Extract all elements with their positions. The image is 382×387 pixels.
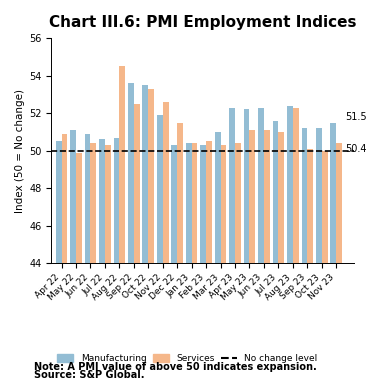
Bar <box>113 137 119 387</box>
Bar <box>287 106 293 387</box>
Bar <box>249 130 255 387</box>
Bar <box>142 85 148 387</box>
Bar <box>148 89 154 387</box>
Bar <box>235 143 241 387</box>
Legend: Manufacturing, Services, No change level: Manufacturing, Services, No change level <box>53 351 321 366</box>
Bar <box>99 139 105 387</box>
Bar <box>336 143 342 387</box>
Bar <box>206 141 212 387</box>
Bar <box>91 143 96 387</box>
Text: 50.4: 50.4 <box>345 144 367 154</box>
Bar <box>56 141 62 387</box>
Bar <box>229 108 235 387</box>
Bar <box>119 66 125 387</box>
Text: 51.5: 51.5 <box>345 111 367 122</box>
Bar <box>76 152 82 387</box>
Y-axis label: Index (50 = No change): Index (50 = No change) <box>15 89 25 212</box>
Bar <box>128 83 134 387</box>
Bar <box>157 115 163 387</box>
Bar <box>134 104 139 387</box>
Bar <box>105 145 111 387</box>
Bar <box>301 128 308 387</box>
Title: Chart III.6: PMI Employment Indices: Chart III.6: PMI Employment Indices <box>49 15 356 30</box>
Bar <box>330 123 336 387</box>
Bar <box>244 110 249 387</box>
Bar <box>192 143 197 387</box>
Bar <box>258 108 264 387</box>
Bar <box>172 145 177 387</box>
Bar <box>177 123 183 387</box>
Bar <box>220 145 227 387</box>
Bar <box>308 149 313 387</box>
Bar <box>293 108 299 387</box>
Bar <box>278 132 284 387</box>
Bar <box>264 130 270 387</box>
Text: Note: A PMI value of above 50 indicates expansion.: Note: A PMI value of above 50 indicates … <box>34 361 317 372</box>
Bar <box>215 132 220 387</box>
Bar <box>163 102 168 387</box>
Bar <box>200 145 206 387</box>
Bar <box>322 151 327 387</box>
Bar <box>316 128 322 387</box>
Bar <box>273 121 278 387</box>
Bar <box>62 134 67 387</box>
Text: Source: S&P Global.: Source: S&P Global. <box>34 370 145 380</box>
Bar <box>70 130 76 387</box>
Bar <box>85 134 91 387</box>
Bar <box>186 143 192 387</box>
